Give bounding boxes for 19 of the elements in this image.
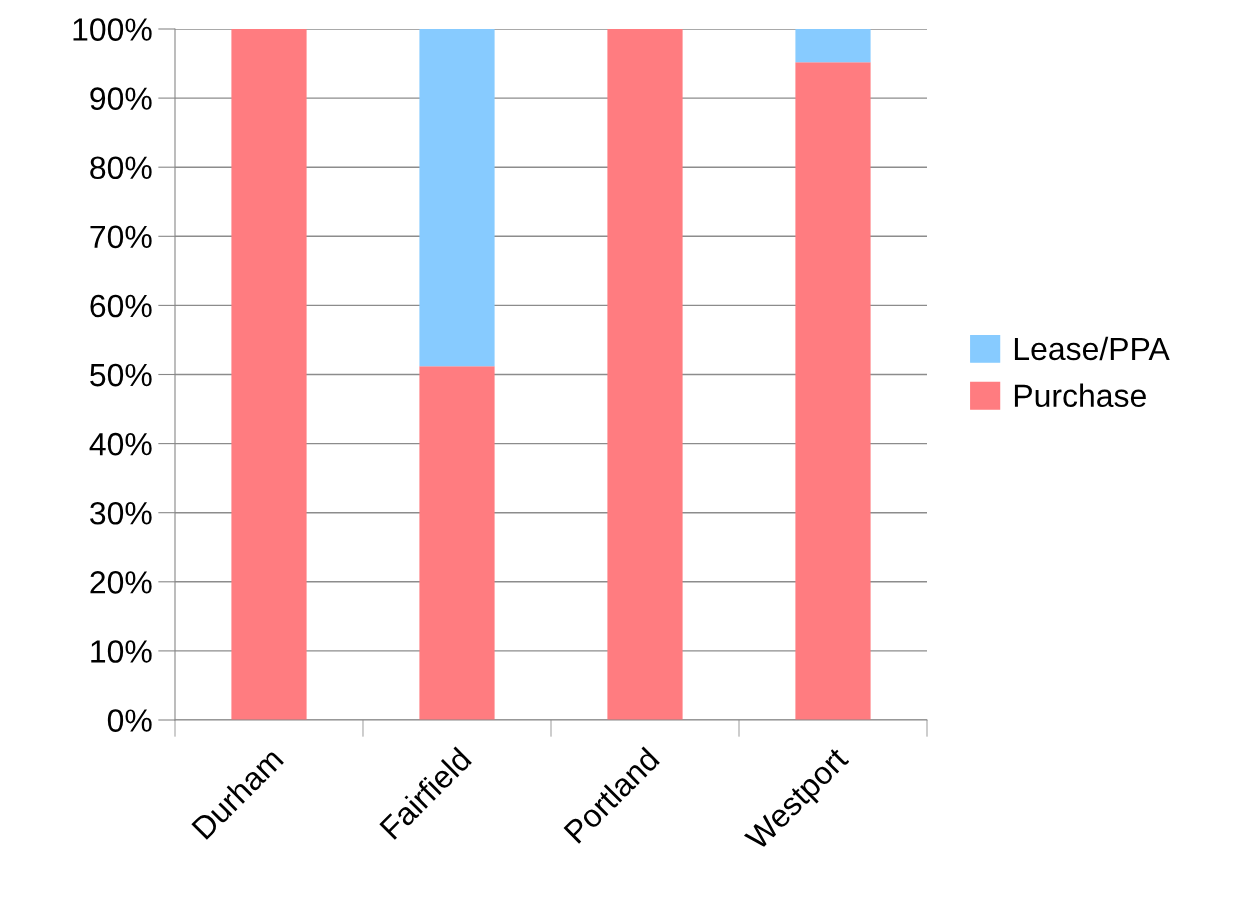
bar xyxy=(419,366,495,720)
y-tick-label: 40% xyxy=(89,432,152,456)
legend-label: Lease/PPA xyxy=(1014,336,1170,361)
bar xyxy=(419,29,495,367)
y-tick-label: 30% xyxy=(90,501,152,525)
y-tick-label: 20% xyxy=(90,571,152,594)
bar xyxy=(231,29,307,720)
y-tick-label: 60% xyxy=(90,294,152,318)
bar xyxy=(607,29,683,720)
y-tick-label: 100% xyxy=(73,18,152,41)
bar xyxy=(795,62,871,720)
y-tick-label: 0% xyxy=(107,709,152,732)
legend-label: Purchase xyxy=(1014,383,1146,408)
y-tick-label: 50% xyxy=(90,363,152,387)
y-tick-label: 90% xyxy=(90,87,152,110)
bar xyxy=(795,29,871,63)
y-tick-label: 80% xyxy=(90,156,152,180)
y-tick-label: 10% xyxy=(91,640,152,663)
y-tick-label: 70% xyxy=(90,225,152,249)
